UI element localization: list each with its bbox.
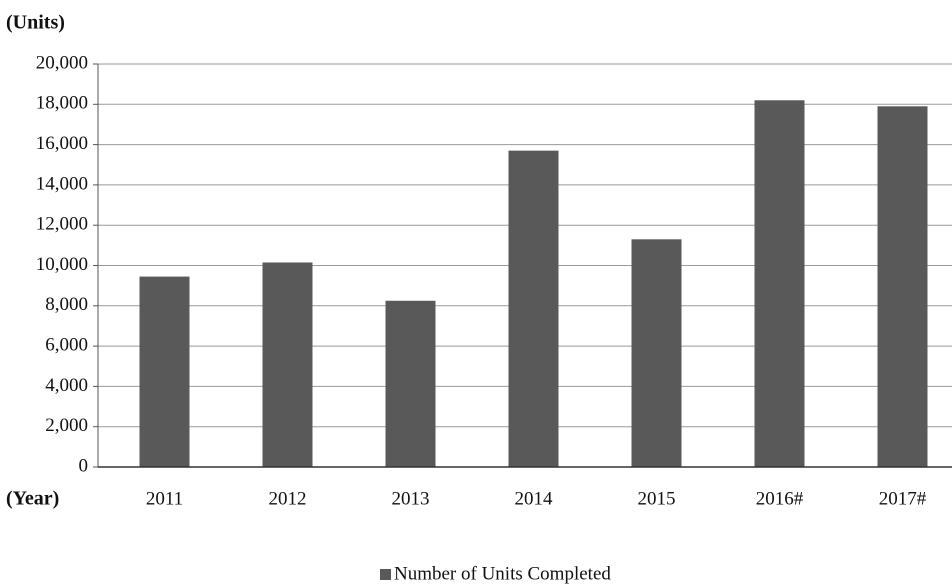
y-tick-label: 2,000 <box>45 415 88 436</box>
y-tick-label: 8,000 <box>45 294 88 315</box>
bar <box>262 262 313 467</box>
y-tick-label: 10,000 <box>36 254 88 275</box>
y-tick-label: 12,000 <box>36 214 88 235</box>
x-tick-label: 2015 <box>638 488 676 509</box>
y-tick-label: 20,000 <box>36 52 88 73</box>
legend-label: Number of Units Completed <box>394 563 611 584</box>
bar <box>508 150 559 467</box>
bar <box>139 276 190 467</box>
bar <box>754 100 805 468</box>
y-tick-label: 0 <box>79 455 89 476</box>
y-tick-label: 16,000 <box>36 133 88 154</box>
x-tick-label: 2011 <box>146 488 183 509</box>
y-tick-label: 4,000 <box>45 375 88 396</box>
bar <box>385 300 436 467</box>
y-tick-label: 14,000 <box>36 173 88 194</box>
x-axis-label: (Year) <box>6 488 59 510</box>
x-tick-label: 2012 <box>269 488 307 509</box>
legend-swatch <box>380 569 391 580</box>
y-tick-label: 6,000 <box>45 334 88 355</box>
y-tick-label: 18,000 <box>36 93 88 114</box>
x-tick-label: 2014 <box>515 488 554 509</box>
y-axis-label: (Units) <box>6 12 65 34</box>
bar <box>631 239 682 467</box>
x-tick-label: 2016# <box>756 488 804 509</box>
x-tick-label: 2017# <box>879 488 927 509</box>
x-tick-label: 2013 <box>392 488 430 509</box>
bar <box>877 106 928 467</box>
